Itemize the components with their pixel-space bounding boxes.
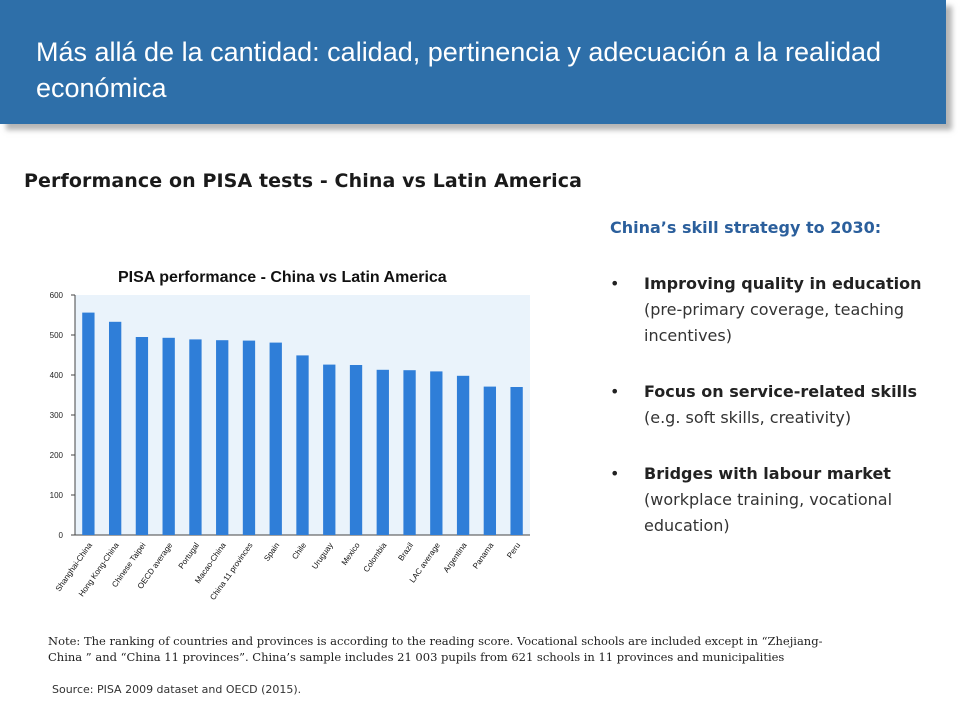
bullet-icon: • [610,464,620,483]
y-tick-label: 300 [50,411,64,420]
y-tick-label: 500 [50,331,64,340]
bar [376,369,389,535]
bar [162,337,175,535]
strategy-item: • Improving quality in education (pre-pr… [610,271,955,349]
strategy-item: • Focus on service-related skills (e.g. … [610,379,955,431]
bar [323,364,336,535]
bullet-icon: • [610,382,620,401]
strategy-item-detail: (pre-primary coverage, teaching incentiv… [644,300,904,345]
y-tick-label: 600 [50,291,64,300]
y-tick-label: 200 [50,451,64,460]
bar [108,321,122,535]
y-tick-label: 400 [50,371,64,380]
y-tick-label: 100 [50,491,64,500]
bar [430,371,443,535]
footnote: Note: The ranking of countries and provi… [48,634,823,664]
bar [349,365,363,535]
bar [456,375,470,535]
strategy-item-title: Focus on service-related skills [644,382,918,401]
bullet-icon: • [610,274,620,293]
strategy-list: • Improving quality in education (pre-pr… [610,271,955,539]
bar [269,342,282,535]
bar [403,370,416,535]
strategy-item: • Bridges with labour market (workplace … [610,461,955,539]
bar [82,312,95,535]
bar [510,387,523,535]
title-band [0,0,946,124]
bar [216,340,229,535]
slide-title: Más allá de la cantidad: calidad, pertin… [36,37,882,103]
strategy-panel: China’s skill strategy to 2030: • Improv… [610,218,955,569]
source-note: Source: PISA 2009 dataset and OECD (2015… [52,683,302,696]
strategy-heading: China’s skill strategy to 2030: [610,218,882,237]
strategy-item-title: Improving quality in education [644,274,922,293]
bar [296,355,309,535]
header: Más allá de la cantidad: calidad, pertin… [0,0,960,131]
bar [242,340,256,535]
y-tick-label: 0 [59,531,64,540]
strategy-item-title: Bridges with labour market [644,464,891,483]
chart-title: PISA performance - China vs Latin Americ… [118,269,447,286]
slide-subtitle: Performance on PISA tests - China vs Lat… [24,170,583,192]
bar [189,339,202,535]
bar [135,337,149,535]
strategy-item-detail: (e.g. soft skills, creativity) [644,408,852,427]
bar [483,386,497,535]
pisa-bar-chart: PISA performance - China vs Latin Americ… [30,255,540,615]
strategy-item-detail: (workplace training, vocational educatio… [644,490,893,535]
